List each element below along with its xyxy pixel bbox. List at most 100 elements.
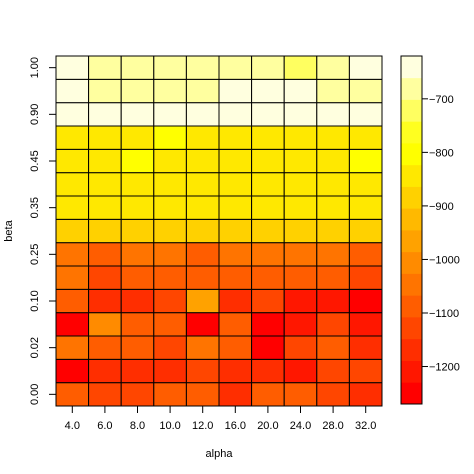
heatmap-cell <box>283 335 318 360</box>
heatmap-cell <box>153 358 187 384</box>
heatmap-cell <box>120 125 155 150</box>
x-tick-label: 28.0 <box>322 420 343 432</box>
heatmap-cell <box>316 312 350 337</box>
heatmap-cell <box>153 195 187 220</box>
heatmap-cell <box>251 172 285 197</box>
heatmap-cell <box>283 148 318 174</box>
heatmap-cell <box>283 55 318 80</box>
x-tick-label: 4.0 <box>65 420 80 432</box>
heatmap-cell <box>185 148 220 174</box>
heatmap-cell <box>316 172 350 197</box>
heatmap-cell <box>218 312 253 337</box>
y-tick-label: 0.45 <box>29 150 41 171</box>
heatmap-cell <box>316 102 350 127</box>
heatmap-cell <box>218 382 253 407</box>
heatmap-cell <box>185 78 220 104</box>
heatmap-cell <box>88 242 122 267</box>
heatmap-cell <box>120 148 155 174</box>
heatmap-cell <box>348 358 383 384</box>
x-tick-label: 12.0 <box>192 420 213 432</box>
y-axis-title: beta <box>3 219 15 241</box>
color-legend-tick-label: −800 <box>429 147 454 159</box>
heatmap-cell <box>153 55 187 80</box>
heatmap-cell <box>251 265 285 290</box>
heatmap-cell <box>153 78 187 104</box>
heatmap-cell <box>120 265 155 290</box>
heatmap-cell <box>185 172 220 197</box>
heatmap-cell <box>55 335 90 360</box>
color-legend-swatch <box>401 143 422 166</box>
heatmap-cell <box>120 55 155 80</box>
heatmap-cell <box>185 102 220 127</box>
heatmap-cell <box>251 102 285 127</box>
x-tick-label: 8.0 <box>130 420 145 432</box>
heatmap-cell <box>316 195 350 220</box>
heatmap-cell <box>218 125 253 150</box>
heatmap-cell <box>185 382 220 407</box>
heatmap-cell <box>55 78 90 104</box>
heatmap-cell <box>283 172 318 197</box>
color-legend-swatch <box>401 56 422 79</box>
heatmap-cell <box>120 102 155 127</box>
heatmap-cell <box>251 358 285 384</box>
heatmap-cell <box>251 148 285 174</box>
heatmap-cell <box>55 195 90 220</box>
heatmap-cell <box>218 195 253 220</box>
heatmap-cell <box>55 55 90 80</box>
heatmap-cell <box>88 312 122 337</box>
heatmap-cell <box>153 242 187 267</box>
heatmap-cell <box>316 335 350 360</box>
heatmap-cell <box>55 382 90 407</box>
heatmap-cell <box>348 172 383 197</box>
heatmap-cell <box>185 288 220 314</box>
heatmap-cell <box>120 218 155 244</box>
heatmap-cell <box>153 382 187 407</box>
heatmap-cell <box>218 55 253 80</box>
color-legend-swatch <box>401 186 422 209</box>
heatmap-cell <box>283 242 318 267</box>
heatmap-cell <box>120 195 155 220</box>
heatmap-cell <box>88 148 122 174</box>
heatmap-cell <box>283 218 318 244</box>
heatmap-cell <box>251 125 285 150</box>
color-legend-swatch <box>401 273 422 296</box>
heatmap-cell <box>251 382 285 407</box>
heatmap-cell <box>185 242 220 267</box>
heatmap-cell <box>153 265 187 290</box>
heatmap-cell <box>283 382 318 407</box>
heatmap-cell <box>55 358 90 384</box>
heatmap-cell <box>55 312 90 337</box>
heatmap-cell <box>88 218 122 244</box>
heatmap-cell <box>348 102 383 127</box>
y-tick-label: 0.10 <box>29 290 41 311</box>
y-tick-label: 0.02 <box>29 337 41 358</box>
heatmap-cell <box>348 125 383 150</box>
heatmap-cells <box>55 55 383 407</box>
heatmap-cell <box>120 335 155 360</box>
heatmap-cell <box>88 288 122 314</box>
heatmap-cell <box>88 358 122 384</box>
heatmap-cell <box>316 288 350 314</box>
heatmap-cell <box>120 288 155 314</box>
heatmap-cell <box>185 55 220 80</box>
heatmap-cell <box>153 288 187 314</box>
x-tick-label: 10.0 <box>159 420 180 432</box>
color-legend-swatch <box>401 295 422 318</box>
heatmap-cell <box>55 242 90 267</box>
heatmap-cell <box>55 265 90 290</box>
heatmap-cell <box>120 172 155 197</box>
heatmap-cell <box>218 148 253 174</box>
heatmap-cell <box>348 78 383 104</box>
heatmap-cell <box>283 288 318 314</box>
x-axis-title: alpha <box>206 448 234 460</box>
color-legend-tick-label: −700 <box>429 94 454 106</box>
heatmap-cell <box>153 218 187 244</box>
heatmap-cell <box>218 288 253 314</box>
color-legend-swatch <box>401 317 422 340</box>
color-legend-axis: −1200 −1100 −1000 −900 −800 −700 <box>422 94 460 374</box>
heatmap-cell <box>120 358 155 384</box>
color-legend-tick-label: −900 <box>429 201 454 213</box>
heatmap-cell <box>348 335 383 360</box>
heatmap-cell <box>120 382 155 407</box>
